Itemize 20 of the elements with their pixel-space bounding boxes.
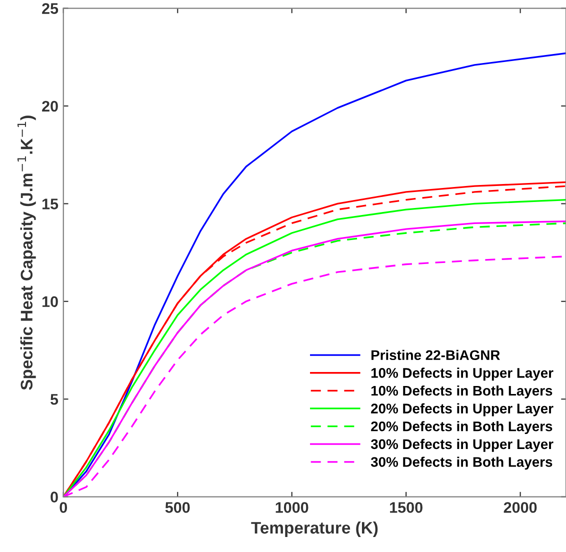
- legend-label: 20% Defects in Upper Layer: [371, 403, 554, 416]
- legend-label: Pristine 22-BiAGNR: [371, 350, 500, 360]
- y-tick-label: 20: [42, 100, 58, 112]
- y-tick-label: 5: [50, 394, 58, 405]
- legend-label: 30% Defects in Upper Layer: [370, 438, 554, 452]
- y-tick-label: 10: [42, 296, 58, 308]
- legend-label: 30% Defects in Both Layers: [370, 456, 552, 470]
- x-axis-title: Temperature (K): [251, 521, 378, 537]
- legend-label: 20% Defects in Both Layers: [371, 421, 552, 434]
- y-tick-label: 0: [50, 492, 58, 502]
- x-tick-label: 0: [60, 502, 68, 513]
- x-tick-label: 1000: [276, 502, 308, 513]
- legend-label: 10% Defects in Both Layers: [371, 385, 552, 398]
- legend-label: 10% Defects in Upper Layer: [371, 368, 554, 381]
- y-tick-label: 15: [42, 198, 58, 210]
- y-tick-label: 25: [42, 3, 58, 14]
- x-tick-label: 500: [165, 502, 190, 513]
- x-tick-label: 2000: [504, 502, 537, 513]
- y-axis-title: Specific Heat Capacity (J.m$^{−1}$.K$^{−1}$): [17, 116, 36, 390]
- x-tick-label: 1500: [390, 502, 422, 513]
